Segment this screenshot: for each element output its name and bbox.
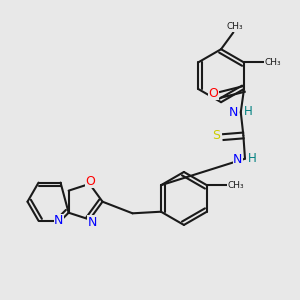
Text: CH₃: CH₃ xyxy=(227,22,243,31)
Text: N: N xyxy=(88,216,97,229)
Text: N: N xyxy=(229,106,238,119)
Text: CH₃: CH₃ xyxy=(227,181,244,190)
Text: H: H xyxy=(244,105,252,118)
Text: N: N xyxy=(54,214,64,227)
Text: S: S xyxy=(212,129,220,142)
Text: CH₃: CH₃ xyxy=(265,58,281,67)
Text: H: H xyxy=(248,152,256,165)
Text: O: O xyxy=(209,87,219,100)
Text: O: O xyxy=(85,175,95,188)
Text: N: N xyxy=(233,153,243,166)
